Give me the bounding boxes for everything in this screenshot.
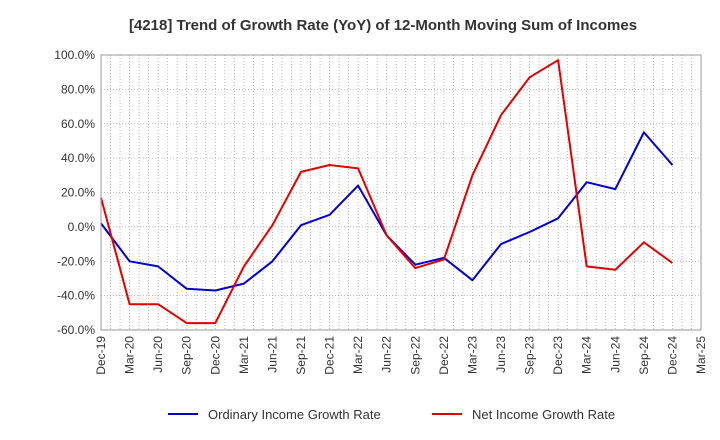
x-tick-label: Dec-22 <box>437 336 451 375</box>
y-axis-ticks: 100.0% 80.0% 60.0% 40.0% 20.0% 0.0% -20.0% -40.… <box>54 48 95 337</box>
x-tick-label: Sep-23 <box>523 336 537 375</box>
x-tick-label: Sep-24 <box>637 336 651 375</box>
legend: Ordinary Income Growth Rate Net Income Gr… <box>168 407 615 422</box>
x-tick-label: Sep-20 <box>180 336 194 375</box>
plot-frame <box>100 54 702 331</box>
y-tick-label: 100.0% <box>54 48 95 62</box>
x-tick-label: Sep-22 <box>408 336 422 375</box>
x-tick-label: Mar-25 <box>694 336 708 374</box>
x-tick-label: Jun-20 <box>151 336 165 373</box>
grid <box>101 54 701 331</box>
x-tick-label: Mar-20 <box>123 336 137 374</box>
x-tick-label: Dec-20 <box>208 336 222 375</box>
x-tick-label: Mar-22 <box>351 336 365 374</box>
x-tick-label: Mar-24 <box>580 336 594 374</box>
x-tick-label: Sep-21 <box>294 336 308 375</box>
x-tick-label: Jun-23 <box>494 336 508 373</box>
chart-title: [4218] Trend of Growth Rate (YoY) of 12-… <box>129 17 637 34</box>
x-tick-label: Mar-21 <box>237 336 251 374</box>
y-tick-label: 40.0% <box>61 151 95 165</box>
y-tick-label: 20.0% <box>61 186 95 200</box>
x-tick-label: Dec-19 <box>94 336 108 375</box>
x-tick-label: Jun-22 <box>380 336 394 373</box>
y-tick-label: -40.0% <box>57 289 95 303</box>
x-tick-label: Dec-23 <box>551 336 565 375</box>
series-layer <box>100 59 674 325</box>
x-tick-label: Jun-21 <box>265 336 279 373</box>
legend-label: Ordinary Income Growth Rate <box>208 407 381 422</box>
x-tick-label: Dec-24 <box>665 336 679 375</box>
y-tick-label: 80.0% <box>61 82 95 96</box>
y-tick-label: -60.0% <box>57 323 95 337</box>
x-tick-label: Dec-21 <box>323 336 337 375</box>
y-tick-label: -20.0% <box>57 254 95 268</box>
series-line-2 <box>100 59 673 325</box>
x-axis-ticks: Dec-19 Mar-20 Jun-20 Sep-20 Dec-20 Mar-21 Jun-… <box>94 336 708 375</box>
x-tick-label: Mar-23 <box>465 336 479 374</box>
x-tick-label: Jun-24 <box>608 336 622 373</box>
y-tick-label: 60.0% <box>61 117 95 131</box>
legend-label: Net Income Growth Rate <box>472 407 615 422</box>
y-tick-label: 0.0% <box>68 220 96 234</box>
